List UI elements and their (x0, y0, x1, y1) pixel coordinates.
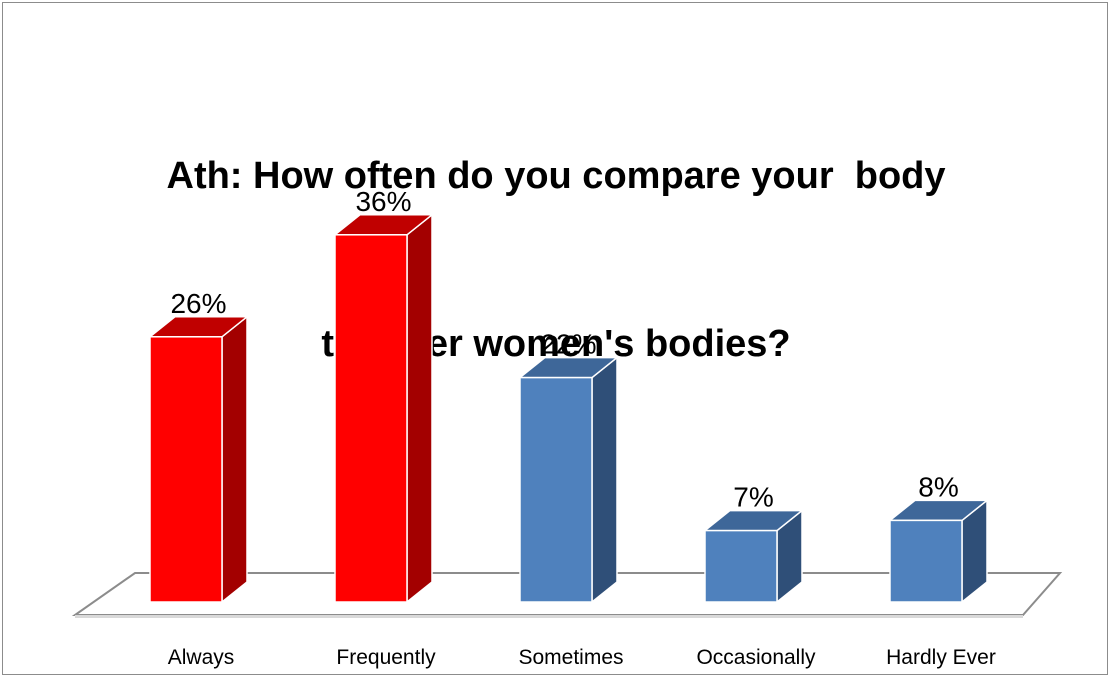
chart-floor-edge (75, 615, 1023, 618)
bar-3 (704, 529, 778, 603)
bar-side-2 (591, 356, 618, 604)
category-label-3: Occasionally (696, 646, 816, 669)
chart-title: Ath: How often do you compare your body … (0, 36, 1112, 428)
category-label-4: Hardly Ever (886, 646, 996, 669)
data-label-0: 26% (170, 288, 226, 319)
data-label-4: 8% (918, 471, 958, 502)
chart-title-line-1: Ath: How often do you compare your body (166, 155, 946, 197)
bar-0 (149, 336, 223, 603)
data-label-2: 22% (540, 329, 596, 360)
category-label-2: Sometimes (518, 646, 623, 669)
bar-side-0 (221, 315, 248, 604)
category-label-1: Frequently (336, 646, 436, 669)
bar-1 (334, 234, 408, 603)
bar-2 (519, 376, 593, 603)
data-label-3: 7% (733, 482, 773, 513)
bar-4 (889, 519, 963, 603)
data-label-1: 36% (355, 186, 411, 217)
category-label-0: Always (168, 646, 235, 669)
bar-side-1 (406, 213, 433, 604)
